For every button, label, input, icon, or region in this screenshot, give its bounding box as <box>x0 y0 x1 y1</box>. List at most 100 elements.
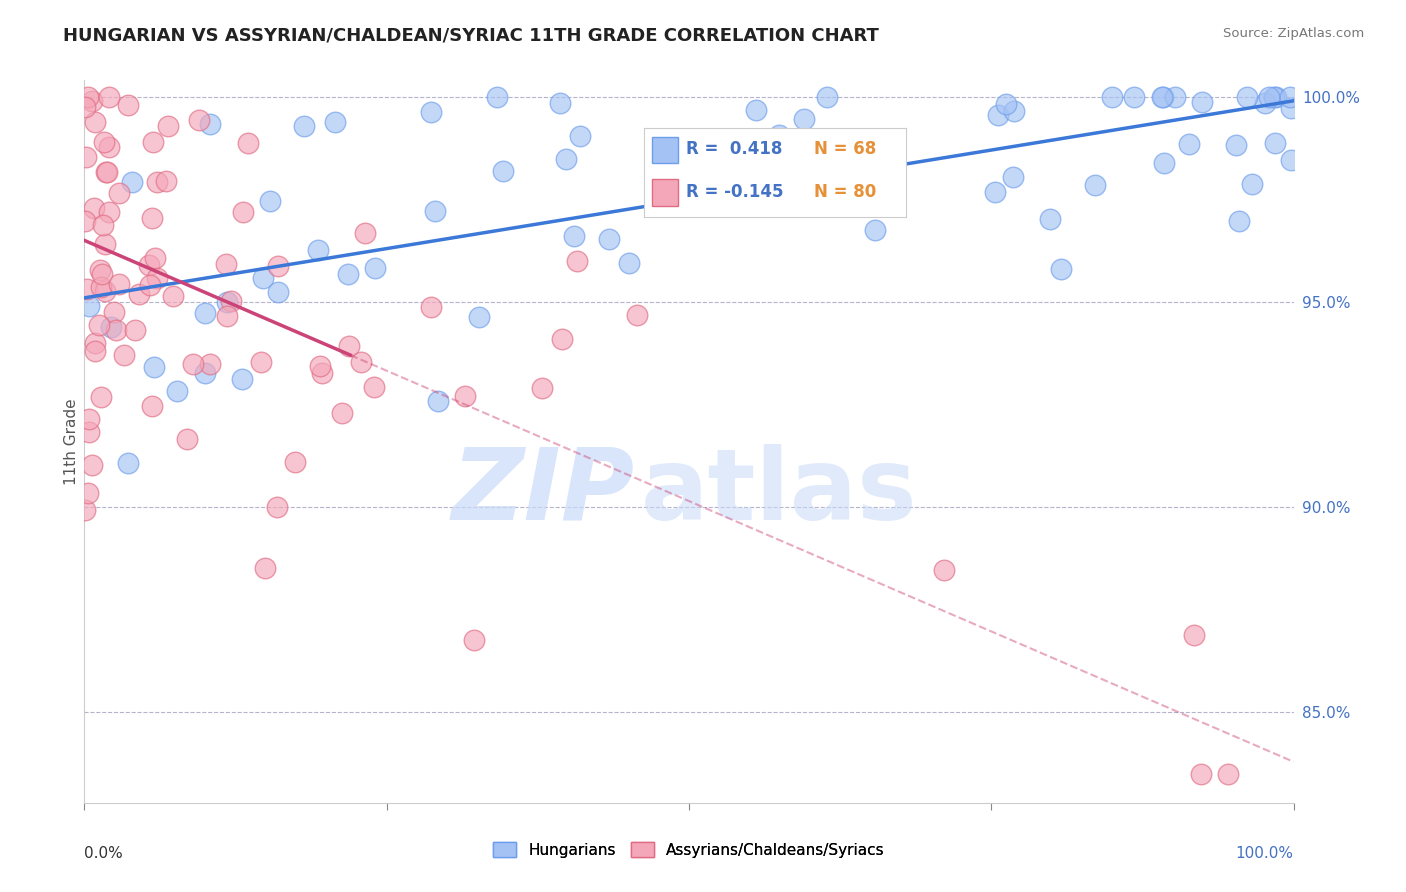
Point <box>363 260 385 275</box>
Point <box>294 120 316 134</box>
Text: N = 68: N = 68 <box>814 140 876 158</box>
Point <box>568 129 591 144</box>
Point <box>1279 89 1302 103</box>
Point <box>198 117 221 131</box>
Point <box>1084 178 1107 192</box>
Point <box>815 89 838 103</box>
Point <box>117 456 139 470</box>
Point <box>363 380 385 394</box>
Point <box>308 359 330 373</box>
Point <box>84 115 107 129</box>
Point <box>744 103 766 117</box>
Point <box>267 285 290 299</box>
Point <box>98 140 121 154</box>
Point <box>162 289 184 303</box>
Point <box>1257 89 1279 103</box>
Point <box>181 358 204 372</box>
Point <box>139 278 162 293</box>
Point <box>107 186 129 200</box>
Point <box>75 100 97 114</box>
Text: 0.0%: 0.0% <box>84 847 124 861</box>
Point <box>194 306 217 320</box>
Text: HUNGARIAN VS ASSYRIAN/CHALDEAN/SYRIAC 11TH GRADE CORRELATION CHART: HUNGARIAN VS ASSYRIAN/CHALDEAN/SYRIAC 11… <box>63 27 879 45</box>
Point <box>141 211 163 225</box>
Point <box>124 323 146 337</box>
Bar <box>652 136 678 163</box>
Point <box>76 282 98 296</box>
Point <box>454 389 477 403</box>
Text: N = 80: N = 80 <box>814 183 876 201</box>
Point <box>82 458 104 472</box>
Point <box>551 333 574 347</box>
Point <box>754 185 776 199</box>
Point <box>350 355 373 369</box>
Point <box>215 257 238 271</box>
Point <box>337 339 360 353</box>
Point <box>427 393 450 408</box>
Point <box>1264 136 1286 150</box>
Text: Source: ZipAtlas.com: Source: ZipAtlas.com <box>1223 27 1364 40</box>
Point <box>419 104 441 119</box>
Point <box>768 128 790 142</box>
Legend: Hungarians, Assyrians/Chaldeans/Syriacs: Hungarians, Assyrians/Chaldeans/Syriacs <box>486 836 891 863</box>
Point <box>121 176 143 190</box>
Point <box>93 136 115 150</box>
Point <box>187 113 209 128</box>
Point <box>89 263 111 277</box>
Point <box>1152 89 1174 103</box>
Point <box>79 412 101 426</box>
Point <box>1225 138 1247 153</box>
Point <box>1123 89 1146 103</box>
Point <box>1279 153 1302 167</box>
Point <box>463 633 485 648</box>
Point <box>194 366 217 380</box>
Y-axis label: 11th Grade: 11th Grade <box>63 398 79 485</box>
Text: R =  0.418: R = 0.418 <box>686 140 783 158</box>
Point <box>548 96 571 111</box>
Point <box>90 280 112 294</box>
Point <box>323 115 346 129</box>
Point <box>565 253 588 268</box>
Point <box>1240 177 1263 191</box>
Point <box>142 359 165 374</box>
Point <box>1001 170 1024 185</box>
Point <box>598 232 620 246</box>
Text: atlas: atlas <box>641 443 917 541</box>
Point <box>77 299 100 313</box>
Point <box>1178 136 1201 151</box>
Point <box>231 372 253 386</box>
Point <box>176 432 198 446</box>
Point <box>250 355 273 369</box>
Point <box>232 205 254 219</box>
Point <box>1191 95 1213 109</box>
Point <box>1050 262 1073 277</box>
Point <box>75 150 97 164</box>
Point <box>1153 156 1175 170</box>
Point <box>252 270 274 285</box>
Point <box>156 119 179 133</box>
Point <box>266 500 288 515</box>
Point <box>259 194 281 209</box>
Point <box>105 322 128 336</box>
Point <box>530 381 553 395</box>
Point <box>468 310 491 324</box>
Point <box>1254 96 1277 111</box>
Point <box>284 455 307 469</box>
Point <box>353 226 375 240</box>
Point <box>1263 89 1285 103</box>
Point <box>987 108 1010 122</box>
Point <box>419 300 441 314</box>
Point <box>994 96 1017 111</box>
Point <box>1182 628 1205 642</box>
Point <box>1279 101 1302 115</box>
Point <box>90 390 112 404</box>
Point <box>1218 767 1240 781</box>
Point <box>100 319 122 334</box>
Point <box>562 228 585 243</box>
Point <box>94 237 117 252</box>
Point <box>554 152 576 166</box>
Point <box>155 174 177 188</box>
Point <box>423 203 446 218</box>
Point <box>198 357 221 371</box>
Point <box>215 309 238 323</box>
